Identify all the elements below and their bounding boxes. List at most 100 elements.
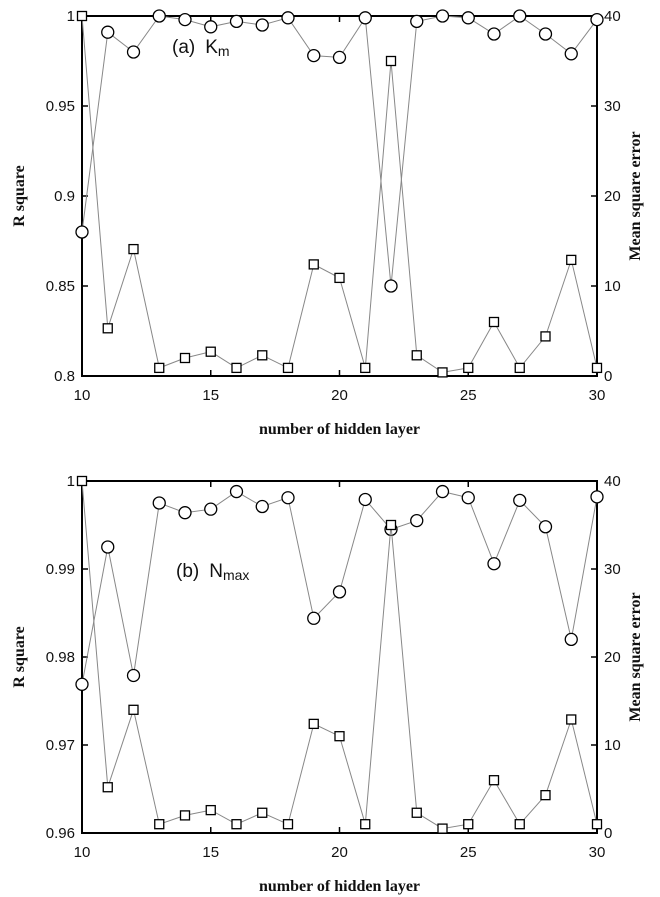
r-square-point [538,520,553,534]
r-square-point [410,14,424,29]
r-square-point [255,18,269,32]
r-square-point [281,491,295,505]
mse-point [591,362,603,374]
r-square-point [513,9,527,23]
mse-point [128,243,139,255]
r-square-point [590,12,604,27]
r-square-point [126,668,141,683]
mse-point [463,819,474,830]
mse-series [76,10,603,378]
panel-annotation: (b) Nmax [176,561,249,583]
r-square-point [461,491,475,505]
mse-point [540,790,551,801]
mse-point [488,775,500,786]
r-square-point [307,611,321,625]
r-square-point [564,632,578,647]
annotation-variable: N [209,561,223,582]
r-square-point [487,27,501,41]
mse-point [257,350,268,361]
y2-tick-label: 30 [604,98,621,115]
mse-point [385,55,397,67]
mse-point [411,350,422,361]
y2-tick-label: 20 [604,649,621,666]
annotation-letter: (a) [172,37,195,58]
mse-point [154,362,165,374]
r-square-point [487,557,501,571]
mse-point [308,718,319,730]
y2-tick-label: 0 [604,825,612,842]
r-square-point [255,499,269,514]
mse-point [514,362,525,374]
r-square-point [358,11,372,25]
y-tick-label: 0.8 [54,368,75,385]
x-tick-label: 30 [589,844,606,861]
y2-tick-label: 30 [604,561,621,578]
mse-point [205,804,216,816]
r-square-series [75,484,604,691]
r-square-point [435,484,450,499]
x-axis-label: number of hidden layer [259,878,420,895]
r-square-point [204,20,218,34]
annotation-variable: K [205,37,218,58]
mse-point [76,475,88,487]
mse-point [385,519,397,531]
r-square-point [126,45,141,59]
mse-point [154,819,165,830]
r-square-point [564,47,578,61]
mse-point [437,367,448,378]
mse-point [102,323,113,334]
x-axis-label: number of hidden layer [259,421,420,438]
mse-point [514,819,525,830]
mse-series [76,475,603,834]
x-tick-label: 20 [331,844,348,861]
r-square-point [152,496,166,510]
mse-point [231,362,242,374]
y-tick-label: 0.85 [46,278,75,295]
y2-tick-label: 40 [604,8,621,25]
mse-point [437,823,448,834]
plot-frame [81,480,598,834]
mse-point [360,362,371,374]
mse-series-line [81,480,598,830]
mse-point [128,704,139,715]
x-tick-label: 15 [202,387,219,404]
y-tick-label: 1 [67,8,75,25]
panel-annotation: (a) Km [172,37,230,59]
x-tick-label: 30 [589,387,606,404]
y2-axis-label: Mean square error [627,592,644,721]
r-square-point [513,493,527,508]
y2-tick-label: 40 [604,473,621,490]
y2-tick-label: 20 [604,188,621,205]
mse-point [102,782,113,793]
y-axis-label: R square [11,165,28,227]
r-square-point [590,490,604,504]
r-square-point [75,225,89,239]
r-square-point [75,677,89,691]
mse-point [257,807,268,818]
y-tick-label: 0.96 [46,825,75,842]
r-square-point [204,502,218,516]
y-tick-label: 0.99 [46,561,75,578]
x-tick-label: 20 [331,387,348,404]
r-square-point [384,279,398,293]
y-axis-label: R square [11,626,28,688]
r-square-point [332,50,347,65]
mse-point [282,362,294,374]
mse-point [205,346,216,357]
r-square-series [75,9,604,293]
y-tick-label: 0.98 [46,649,75,666]
x-tick-label: 25 [460,844,477,861]
r-square-point [461,11,475,25]
y-tick-label: 0.97 [46,737,75,754]
plot-frame [81,15,598,377]
x-tick-label: 15 [202,844,219,861]
r-square-point [358,492,372,507]
annotation-letter: (b) [176,561,199,582]
r-square-point [538,27,553,41]
y-tick-label: 0.9 [54,188,75,205]
r-square-point [435,9,450,23]
r-square-point [410,513,424,528]
mse-point [282,819,294,830]
mse-point [231,819,242,830]
